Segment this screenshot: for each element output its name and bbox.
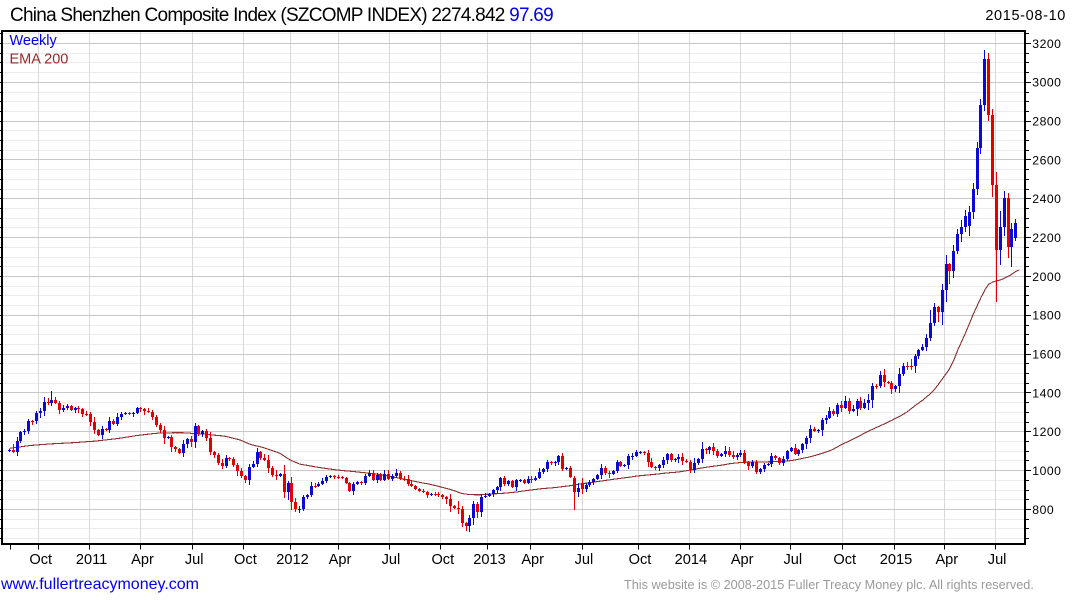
svg-text:1600: 1600 [1032, 348, 1061, 362]
svg-text:Oct: Oct [833, 552, 856, 568]
svg-text:1400: 1400 [1032, 386, 1061, 400]
svg-text:Oct: Oct [431, 552, 454, 568]
svg-text:2015-08-10: 2015-08-10 [985, 8, 1066, 24]
svg-text:Weekly: Weekly [10, 33, 58, 49]
svg-text:Apr: Apr [329, 552, 352, 568]
svg-text:EMA 200: EMA 200 [10, 52, 69, 68]
svg-text:1000: 1000 [1032, 464, 1061, 478]
svg-text:2600: 2600 [1032, 153, 1061, 167]
svg-text:2013: 2013 [473, 552, 505, 568]
svg-text:2011: 2011 [76, 552, 107, 568]
svg-text:1800: 1800 [1032, 309, 1061, 323]
svg-text:Jul: Jul [575, 552, 594, 568]
svg-text:2400: 2400 [1032, 192, 1061, 206]
svg-text:3000: 3000 [1032, 76, 1061, 90]
svg-text:1200: 1200 [1032, 425, 1061, 439]
svg-text:2015: 2015 [880, 552, 912, 568]
svg-text:2800: 2800 [1032, 115, 1061, 129]
svg-text:Jul: Jul [185, 552, 204, 568]
svg-text:Apr: Apr [935, 552, 958, 568]
svg-text:2000: 2000 [1032, 270, 1061, 284]
svg-text:Apr: Apr [731, 552, 754, 568]
svg-text:This website is © 2008-2015 Fu: This website is © 2008-2015 Fuller Treac… [624, 578, 1034, 592]
svg-text:2014: 2014 [675, 552, 707, 568]
svg-text:2012: 2012 [276, 552, 308, 568]
svg-text:Apr: Apr [131, 552, 154, 568]
svg-text:Jul: Jul [382, 552, 401, 568]
svg-text:Oct: Oct [629, 552, 652, 568]
svg-text:China Shenzhen Composite Index: China Shenzhen Composite Index (SZCOMP I… [10, 5, 553, 26]
svg-text:3200: 3200 [1032, 37, 1061, 51]
svg-text:Jul: Jul [988, 552, 1007, 568]
svg-text:Oct: Oct [234, 552, 257, 568]
svg-text:2200: 2200 [1032, 231, 1061, 245]
svg-text:Oct: Oct [29, 552, 52, 568]
svg-text:Apr: Apr [521, 552, 544, 568]
svg-text:www.fullertreacymoney.com: www.fullertreacymoney.com [0, 576, 199, 593]
svg-text:Jul: Jul [783, 552, 802, 568]
svg-text:800: 800 [1032, 503, 1054, 517]
